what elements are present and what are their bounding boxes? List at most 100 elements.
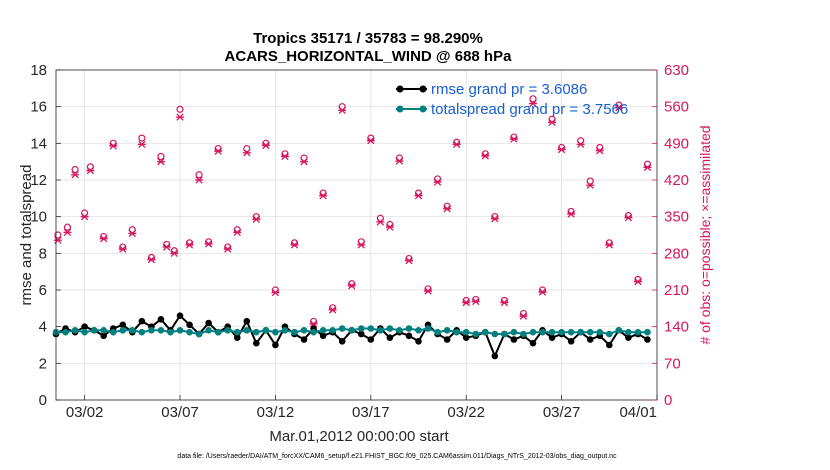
rmse-point bbox=[491, 352, 499, 360]
totalspread-point bbox=[62, 328, 69, 336]
obs-assimilated-point bbox=[376, 218, 385, 226]
rmse-point bbox=[233, 334, 241, 341]
plot-area bbox=[56, 70, 657, 400]
totalspread-point bbox=[233, 328, 241, 336]
legend-spread-marker bbox=[419, 105, 427, 113]
y-axis-label-right: # of obs: o=possible; ×=assimilated bbox=[697, 125, 713, 344]
axis-ticks: 0 2 4 6 8 10 12 14 16 18 0 70 140 210 280 350 420 490 560 6… bbox=[30, 62, 689, 421]
obs-assimilated-point bbox=[195, 176, 204, 184]
x-tick-label: 03/07 bbox=[161, 404, 199, 421]
x-axis-label: Mar.01,2012 00:00:00 start bbox=[269, 428, 449, 445]
obs-assimilated-point bbox=[280, 152, 289, 161]
totalspread-point bbox=[434, 328, 441, 336]
obs-assimilated-point bbox=[319, 192, 328, 200]
rmse-point bbox=[529, 339, 537, 347]
rmse-point bbox=[386, 334, 394, 341]
totalspread-point bbox=[310, 328, 317, 336]
obs-assimilated-point bbox=[433, 178, 442, 186]
obs-possible-point bbox=[195, 171, 203, 179]
totalspread-point bbox=[100, 327, 107, 334]
y-right-tick-label: 280 bbox=[664, 245, 689, 262]
totalspread-point bbox=[501, 330, 508, 338]
obs-assimilated-point bbox=[328, 306, 337, 314]
x-tick-label: 03/17 bbox=[352, 404, 390, 421]
obs-assimilated-point bbox=[185, 241, 194, 249]
obs-assimilated-point bbox=[624, 214, 633, 222]
totalspread-point bbox=[186, 328, 193, 336]
rmse-point bbox=[405, 332, 413, 340]
totalspread-point bbox=[176, 327, 184, 334]
totalspread-point bbox=[129, 327, 136, 334]
totalspread-point bbox=[453, 328, 460, 336]
totalspread-point bbox=[329, 327, 336, 334]
totalspread-point bbox=[644, 328, 651, 336]
data-file-footnote: data file: /Users/raeder/DAI/ATM_forcXX/… bbox=[177, 453, 617, 460]
totalspread-point bbox=[377, 327, 384, 334]
obs-possible-point bbox=[586, 177, 594, 185]
x-tick-label: 03/12 bbox=[257, 404, 295, 421]
y-tick-label: 8 bbox=[39, 245, 47, 262]
obs-assimilated-point bbox=[233, 228, 242, 237]
rmse-point bbox=[176, 312, 184, 319]
obs-assimilated-point bbox=[147, 255, 156, 264]
y-right-tick-label: 560 bbox=[664, 99, 689, 116]
obs-assimilated-point bbox=[528, 99, 537, 108]
totalspread-point bbox=[415, 327, 422, 334]
totalspread-point bbox=[243, 327, 251, 334]
obs-assimilated-point bbox=[300, 158, 309, 166]
y-tick-label: 0 bbox=[39, 392, 47, 409]
obs-possible-point bbox=[529, 95, 537, 103]
obs-assimilated-point bbox=[170, 249, 179, 257]
obs-assimilated-point bbox=[63, 228, 72, 237]
obs-assimilated-point bbox=[567, 210, 576, 218]
legend-rmse-marker bbox=[419, 85, 427, 93]
rmse-point bbox=[415, 338, 422, 345]
totalspread-point bbox=[272, 328, 279, 336]
totalspread-point bbox=[300, 327, 308, 334]
totalspread-point bbox=[634, 328, 642, 336]
obs-assimilated-point bbox=[204, 240, 213, 248]
totalspread-point bbox=[348, 327, 356, 334]
totalspread-point bbox=[443, 327, 451, 334]
obs-assimilated-point bbox=[395, 157, 404, 165]
y-right-tick-label: 630 bbox=[664, 62, 689, 79]
obs-assimilated-point bbox=[404, 257, 413, 265]
x-tick-label: 03/02 bbox=[66, 404, 104, 421]
totalspread-point bbox=[606, 330, 613, 338]
totalspread-point bbox=[510, 328, 518, 336]
obs-possible-point bbox=[157, 152, 165, 161]
totalspread-point bbox=[577, 328, 584, 336]
obs-assimilated-point bbox=[162, 243, 171, 251]
obs-assimilated-point bbox=[156, 158, 165, 166]
obs-assimilated-point bbox=[424, 287, 433, 295]
obs-assimilated-point bbox=[271, 288, 280, 297]
totalspread-point bbox=[596, 328, 604, 336]
obs-possible-point bbox=[176, 105, 184, 113]
rmse-point bbox=[205, 319, 212, 327]
totalspread-point bbox=[567, 328, 575, 336]
rmse-point bbox=[81, 323, 88, 330]
totalspread-point bbox=[71, 327, 79, 334]
obs-possible-point bbox=[138, 134, 146, 142]
rmse-point bbox=[157, 316, 165, 323]
obs-assimilated-point bbox=[80, 213, 89, 221]
obs-assimilated-point bbox=[366, 137, 375, 145]
totalspread-point bbox=[367, 325, 375, 332]
y-tick-label: 16 bbox=[30, 99, 47, 116]
obs-assimilated-point bbox=[176, 113, 185, 121]
obs-assimilated-point bbox=[242, 149, 251, 157]
y-right-tick-label: 210 bbox=[664, 282, 689, 299]
obs-assimilated-point bbox=[290, 241, 299, 249]
totalspread-point bbox=[386, 325, 394, 332]
totalspread-point bbox=[214, 328, 222, 336]
totalspread-point bbox=[625, 328, 632, 336]
chart-subtitle: ACARS_HORIZONTAL_WIND @ 688 hPa bbox=[225, 48, 513, 65]
totalspread-point bbox=[472, 330, 480, 338]
x-tick-label: 03/22 bbox=[447, 404, 485, 421]
obs-assimilated-point bbox=[109, 142, 118, 150]
y-right-tick-label: 350 bbox=[664, 209, 689, 226]
totalspread-point bbox=[291, 328, 298, 336]
rmse-point bbox=[586, 336, 594, 343]
obs-assimilated-point bbox=[99, 235, 108, 243]
obs-possible-point bbox=[54, 231, 62, 239]
